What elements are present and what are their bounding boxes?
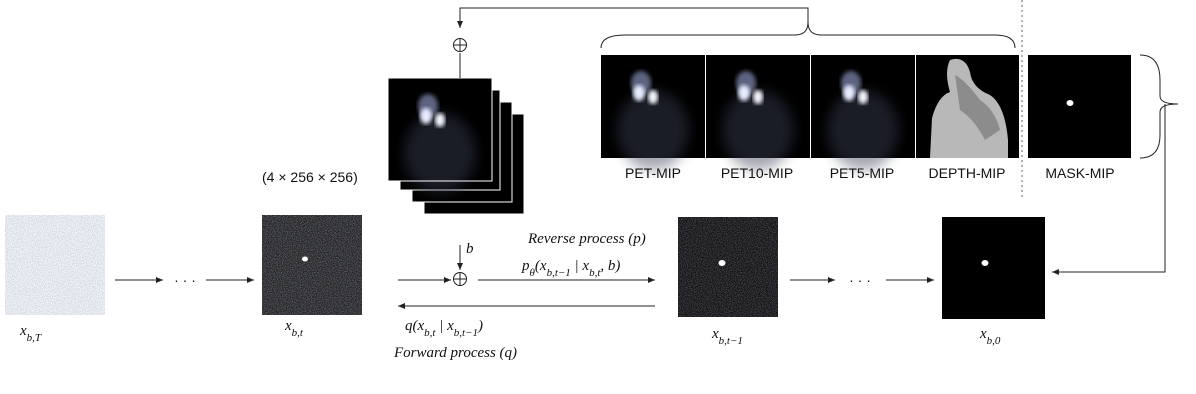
formula-part: | x (435, 318, 454, 334)
formula-part: ) (477, 318, 483, 334)
lesion (718, 260, 726, 266)
formula-part: | x (571, 258, 590, 274)
condition: b (466, 241, 474, 257)
state-label: xb,t (284, 318, 304, 339)
subscript: b,t (424, 327, 436, 339)
ellipsis: · · · (849, 272, 871, 288)
mip-label: DEPTH-MIP (929, 165, 1006, 181)
sum-node (453, 38, 467, 286)
formula-part: p (521, 258, 530, 274)
mip-image (706, 55, 810, 170)
mip-label: PET5-MIP (830, 165, 895, 181)
brace (1139, 54, 1179, 159)
mip-image (601, 55, 705, 170)
state-label: xb,T (19, 323, 42, 344)
mip-label: PET-MIP (625, 165, 681, 181)
symbol: x (711, 326, 719, 342)
subscript: b,0 (987, 335, 1001, 347)
lesion (981, 260, 989, 266)
ellipsis: · · · (174, 272, 196, 288)
symbol: x (19, 323, 27, 339)
formula-part: (x (535, 258, 547, 274)
noise-image (678, 217, 778, 317)
state-label: xb,0 (979, 326, 1001, 347)
state-label: xb,t−1 (711, 326, 743, 347)
symbol: x (284, 318, 292, 334)
forward-title: Forward process (q) (393, 345, 517, 361)
input-stack (387, 77, 525, 215)
subscript: b,T (27, 332, 42, 344)
reverse-title: Reverse process (p) (527, 231, 646, 247)
subscript: θ (530, 267, 536, 279)
subscript: b,t (292, 327, 304, 339)
formula-part: , b) (600, 258, 620, 274)
arrow (457, 7, 809, 28)
subscript: b,t−1 (454, 327, 478, 339)
depth-image (916, 55, 1019, 159)
mask-mip-image (1028, 55, 1131, 158)
formula-part: q(x (405, 318, 424, 334)
noise-image (5, 215, 105, 315)
symbol: x (979, 326, 987, 342)
shape-note: (4 × 256 × 256) (262, 169, 358, 185)
mip-label: MASK-MIP (1045, 165, 1114, 181)
reverse-formula: pθ(xb,t−1 | xb,t, b) (521, 258, 620, 279)
forward-formula: q(xb,t | xb,t−1) (405, 318, 483, 339)
mip-image (811, 55, 915, 170)
mask-image (942, 217, 1045, 319)
subscript: b,t (589, 267, 601, 279)
subscript: b,t−1 (719, 335, 743, 347)
noise-image (262, 215, 362, 315)
lesion (302, 256, 308, 262)
mip-label: PET10-MIP (721, 165, 793, 181)
brace (600, 21, 1016, 49)
arrow (1052, 104, 1166, 275)
flow-arrows (115, 245, 934, 309)
subscript: b,t−1 (547, 267, 571, 279)
